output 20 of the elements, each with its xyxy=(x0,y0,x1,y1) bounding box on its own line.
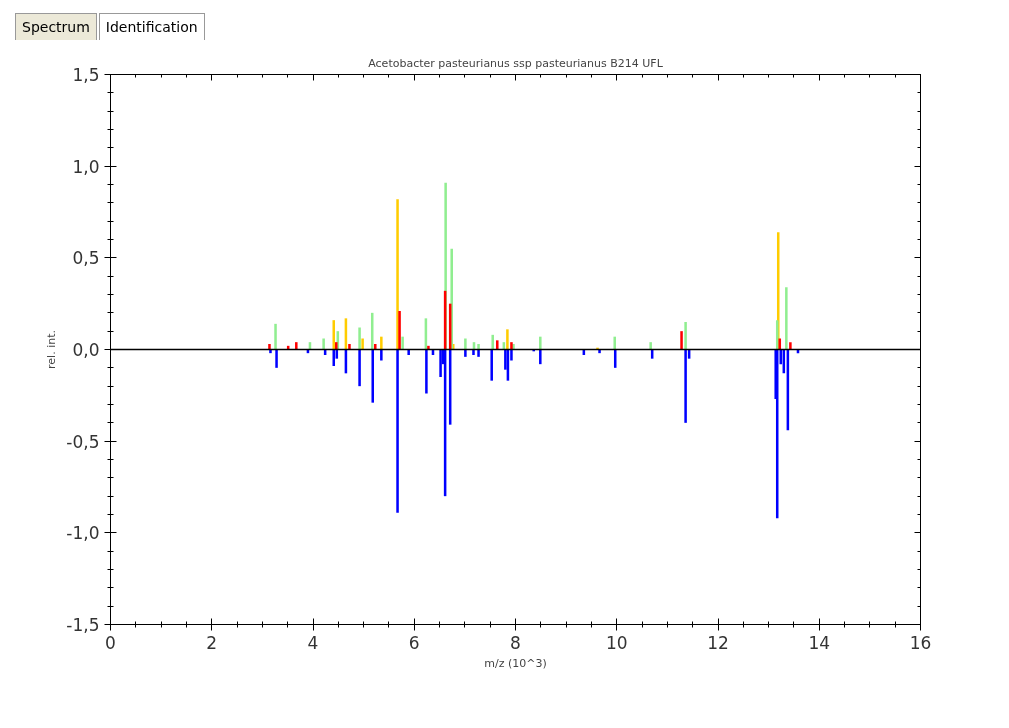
x-tick-label: 2 xyxy=(206,632,218,653)
y-tick-label: 1,5 xyxy=(72,65,100,85)
x-tick-label: 16 xyxy=(909,632,932,653)
y-axis-title: rel. int. xyxy=(45,330,59,369)
x-tick-label: 12 xyxy=(707,632,729,653)
y-tick-label: 0,5 xyxy=(72,248,100,269)
y-tick-label: -1,5 xyxy=(66,615,100,635)
y-tick-label: 0,0 xyxy=(72,340,100,360)
y-tick-label: -1,0 xyxy=(66,523,100,544)
y-tick-label: 1,0 xyxy=(72,156,100,177)
x-tick-label: 4 xyxy=(307,632,319,653)
x-tick-label: 10 xyxy=(605,632,628,653)
x-tick-label: 6 xyxy=(408,632,420,653)
chart-title: Acetobacter pasteurianus ssp pasteurianus B214 UFL xyxy=(368,56,664,70)
x-tick-label: 8 xyxy=(510,632,521,653)
x-tick-label: 14 xyxy=(808,632,831,653)
x-axis-title: m/z (10^3) xyxy=(484,656,547,670)
y-tick-label: -0,5 xyxy=(66,431,100,452)
text: Identification xyxy=(98,13,205,40)
x-tick-label: 0 xyxy=(105,632,116,653)
